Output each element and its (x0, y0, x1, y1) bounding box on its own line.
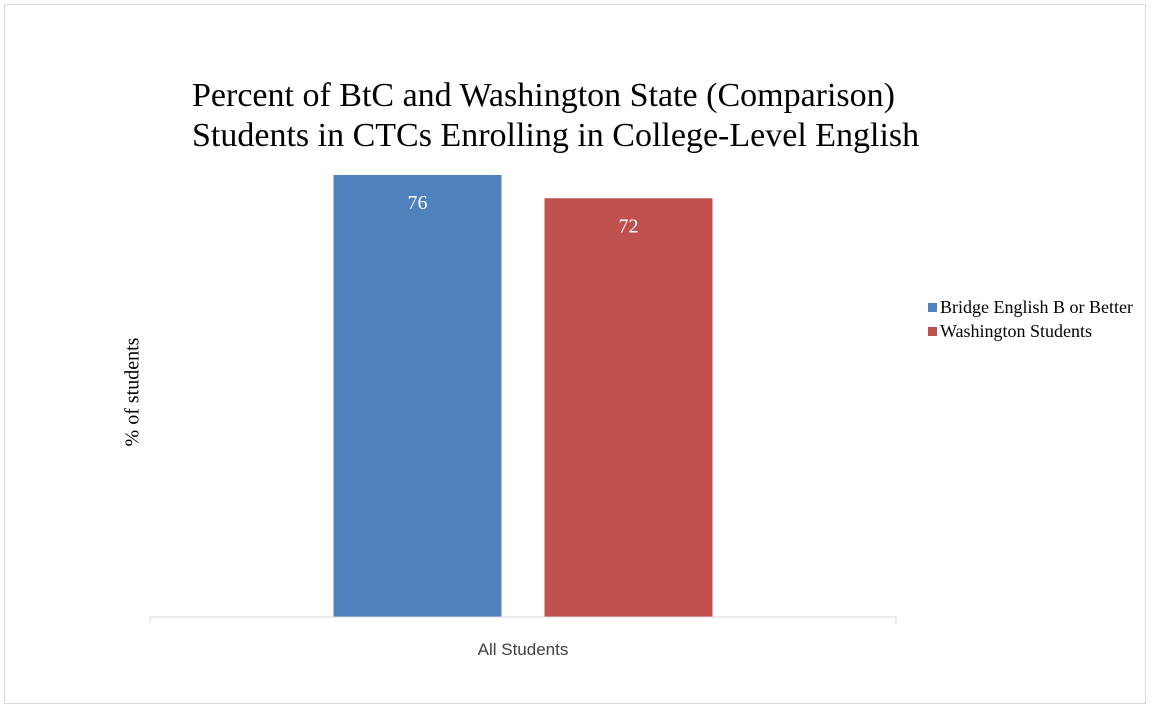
legend-item-bridge-english: Bridge English B or Better (928, 296, 1143, 318)
bars-layer (333, 175, 713, 617)
y-axis-label: % of students (121, 337, 144, 447)
legend-swatch-bridge-english (928, 303, 937, 312)
legend: Bridge English B or Better Washington St… (928, 296, 1143, 344)
data-label-bridge-english-b-or-better: 76 (408, 192, 428, 214)
labels-layer: 76 72 All Students (408, 192, 639, 659)
bar-bridge-english-b-or-better (333, 175, 502, 617)
chart-title: Percent of BtC and Washington State (Com… (192, 76, 1012, 156)
legend-swatch-washington-students (928, 327, 937, 336)
x-tick-label: All Students (478, 640, 569, 659)
data-label-washington-students: 72 (619, 215, 639, 237)
legend-item-washington-students: Washington Students (928, 320, 1143, 342)
bar-washington-students (544, 198, 713, 617)
chart-title-line-2: Students in CTCs Enrolling in College-Le… (192, 117, 920, 154)
legend-label-bridge-english: Bridge English B or Better (940, 297, 1133, 317)
chart-title-line-1: Percent of BtC and Washington State (Com… (192, 77, 895, 114)
legend-label-washington-students: Washington Students (940, 321, 1093, 341)
